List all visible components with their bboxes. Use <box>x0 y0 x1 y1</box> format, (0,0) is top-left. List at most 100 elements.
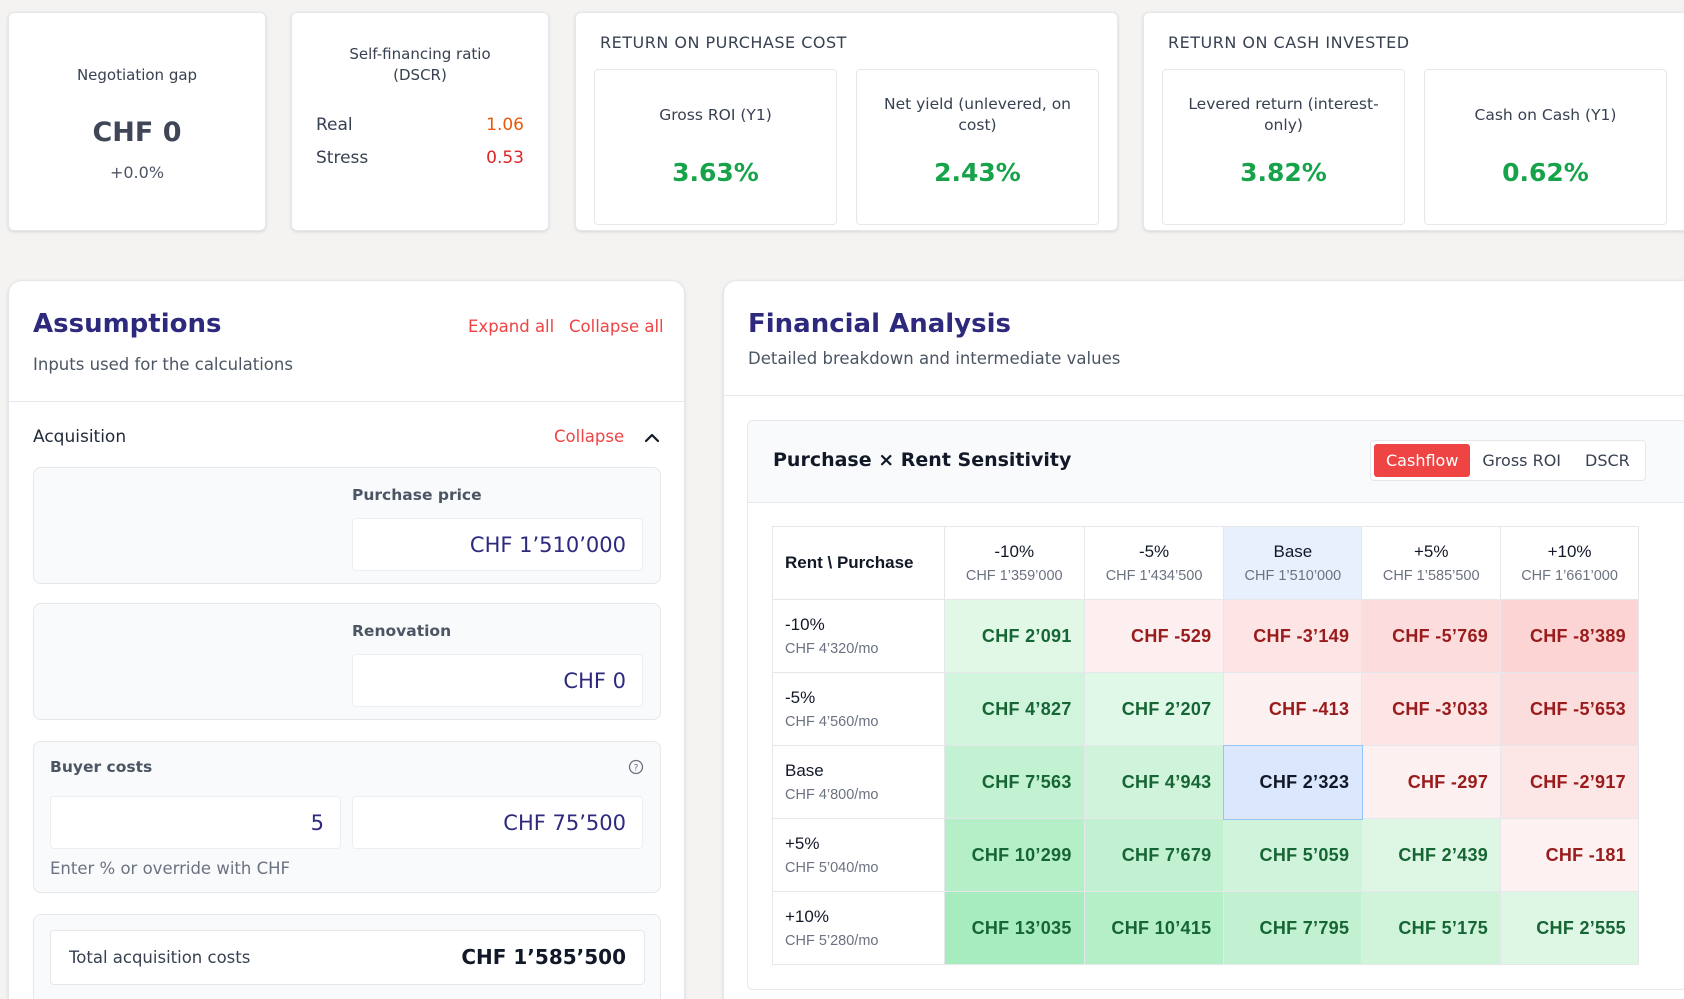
buyer-costs-percent-input[interactable]: 5 <box>50 796 341 849</box>
expand-all-button[interactable]: Expand all <box>468 317 555 336</box>
net-yield-title: Net yield (unlevered, on cost) <box>883 95 1072 134</box>
assumptions-divider <box>9 401 684 402</box>
sensitivity-cell[interactable]: CHF -5’769 <box>1361 599 1502 673</box>
total-acquisition-value: CHF 1’585’500 <box>461 945 626 969</box>
dscr-title-line2: (DSCR) <box>393 66 447 84</box>
sensitivity-cell[interactable]: CHF -5’653 <box>1500 672 1639 746</box>
return-on-cash-invested-heading: RETURN ON CASH INVESTED <box>1168 33 1410 52</box>
return-on-purchase-cost-card: RETURN ON PURCHASE COST Gross ROI (Y1) 3… <box>575 12 1118 231</box>
column-sub: CHF 1’359’000 <box>965 568 1063 584</box>
table-row: +10% CHF 5’280/mo CHF 13’035 CHF 10’415 C… <box>772 891 1639 965</box>
negotiation-gap-change: +0.0% <box>109 163 165 182</box>
sensitivity-cell[interactable]: CHF -2’917 <box>1500 745 1639 819</box>
sensitivity-cell[interactable]: CHF 4’943 <box>1083 745 1225 819</box>
sensitivity-tabs: Cashflow Gross ROI DSCR <box>1370 440 1646 481</box>
table-row: +5% CHF 5’040/mo CHF 10’299 CHF 7’679 CHF… <box>772 818 1639 892</box>
column-label: -5% <box>1138 542 1170 561</box>
help-icon[interactable]: ? <box>628 759 644 775</box>
row-header: +10% CHF 5’280/mo <box>772 891 945 965</box>
sensitivity-cell[interactable]: CHF 13’035 <box>943 891 1085 965</box>
levered-return-value: 3.82% <box>1240 158 1327 187</box>
sensitivity-cell[interactable]: CHF -529 <box>1083 599 1225 673</box>
purchase-price-input[interactable]: CHF 1’510’000 <box>352 518 643 571</box>
sensitivity-cell[interactable]: CHF -8’389 <box>1500 599 1639 673</box>
renovation-label: Renovation <box>352 622 452 640</box>
buyer-costs-label: Buyer costs <box>50 758 153 776</box>
gross-roi-metric: Gross ROI (Y1) 3.63% <box>594 69 837 225</box>
sensitivity-cell[interactable]: CHF 2’555 <box>1500 891 1639 965</box>
assumptions-panel: Assumptions Inputs used for the calculat… <box>8 280 685 999</box>
row-header: -10% CHF 4’320/mo <box>772 599 945 673</box>
return-on-purchase-cost-heading: RETURN ON PURCHASE COST <box>600 33 847 52</box>
column-label: +10% <box>1547 542 1592 561</box>
sensitivity-cell[interactable]: CHF -181 <box>1500 818 1639 892</box>
column-sub: CHF 1’434’500 <box>1105 568 1203 584</box>
sensitivity-cell[interactable]: CHF -3’149 <box>1223 599 1363 673</box>
financial-analysis-panel: Financial Analysis Detailed breakdown an… <box>723 280 1684 999</box>
financial-analysis-subtitle: Detailed breakdown and intermediate valu… <box>748 349 1121 368</box>
row-label: -5% <box>785 688 816 707</box>
row-sub: CHF 4’800/mo <box>785 787 879 803</box>
levered-return-metric: Levered return (interest-only) 3.82% <box>1162 69 1405 225</box>
sensitivity-cell[interactable]: CHF 7’563 <box>943 745 1085 819</box>
sensitivity-cell[interactable]: CHF 5’175 <box>1361 891 1502 965</box>
dscr-stress-value: 0.53 <box>486 148 524 168</box>
sensitivity-cell[interactable]: CHF 4’827 <box>943 672 1085 746</box>
total-acquisition-card: Total acquisition costs CHF 1’585’500 <box>33 914 661 999</box>
buyer-costs-hint: Enter % or override with CHF <box>50 859 290 878</box>
sensitivity-cell[interactable]: CHF -297 <box>1361 745 1502 819</box>
sensitivity-cell[interactable]: CHF -413 <box>1223 672 1363 746</box>
column-header: -10% CHF 1’359’000 <box>943 526 1085 600</box>
sensitivity-cell-base[interactable]: CHF 2’323 <box>1222 744 1363 820</box>
purchase-price-label: Purchase price <box>352 486 482 504</box>
sensitivity-cell[interactable]: CHF 2’439 <box>1361 818 1502 892</box>
sensitivity-cell[interactable]: CHF 2’091 <box>943 599 1085 673</box>
dscr-title: Self-financing ratio (DSCR) <box>292 44 548 86</box>
dscr-real-label: Real <box>316 115 353 135</box>
cash-on-cash-metric: Cash on Cash (Y1) 0.62% <box>1424 69 1667 225</box>
row-label: -10% <box>785 615 825 634</box>
renovation-input[interactable]: CHF 0 <box>352 654 643 707</box>
tab-gross-roi[interactable]: Gross ROI <box>1482 451 1562 470</box>
row-sub: CHF 5’040/mo <box>785 860 879 876</box>
row-sub: CHF 4’320/mo <box>785 641 879 657</box>
sensitivity-cell[interactable]: CHF 2’207 <box>1083 672 1225 746</box>
sensitivity-cell[interactable]: CHF 5’059 <box>1223 818 1363 892</box>
assumptions-subtitle: Inputs used for the calculations <box>33 355 293 374</box>
total-acquisition-label: Total acquisition costs <box>69 948 251 967</box>
financial-analysis-title: Financial Analysis <box>748 309 1011 339</box>
negotiation-gap-card: Negotiation gap CHF 0 +0.0% <box>8 12 266 231</box>
sensitivity-cell[interactable]: CHF 10’415 <box>1083 891 1225 965</box>
corner-label: Rent \ Purchase <box>785 553 914 572</box>
acquisition-section-label: Acquisition <box>33 427 127 447</box>
sensitivity-table: Rent \ Purchase -10% CHF 1’359’000 -5% C… <box>772 526 1639 965</box>
sensitivity-cell[interactable]: CHF 7’795 <box>1223 891 1363 965</box>
column-header: +10% CHF 1’661’000 <box>1500 526 1639 600</box>
row-sub: CHF 4’560/mo <box>785 714 879 730</box>
acquisition-collapse-button[interactable]: Collapse <box>554 427 625 446</box>
tab-cashflow[interactable]: Cashflow <box>1374 444 1471 477</box>
column-label: Base <box>1273 542 1313 561</box>
sensitivity-cell[interactable]: CHF -3’033 <box>1361 672 1502 746</box>
column-sub: CHF 1’661’000 <box>1521 568 1618 584</box>
column-header: +5% CHF 1’585’500 <box>1361 526 1502 600</box>
row-sub: CHF 5’280/mo <box>785 933 879 949</box>
gross-roi-value: 3.63% <box>672 158 759 187</box>
column-sub: CHF 1’585’500 <box>1382 568 1480 584</box>
chevron-up-icon[interactable] <box>643 430 661 444</box>
collapse-all-button[interactable]: Collapse all <box>569 317 664 336</box>
row-header: -5% CHF 4’560/mo <box>772 672 945 746</box>
net-yield-metric: Net yield (unlevered, on cost) 2.43% <box>856 69 1099 225</box>
sensitivity-cell[interactable]: CHF 7’679 <box>1083 818 1225 892</box>
svg-text:?: ? <box>634 764 639 774</box>
column-header-base: Base CHF 1’510’000 <box>1223 526 1363 600</box>
table-row: -5% CHF 4’560/mo CHF 4’827 CHF 2’207 CHF … <box>772 672 1639 746</box>
corner-header: Rent \ Purchase <box>772 526 945 600</box>
tab-dscr[interactable]: DSCR <box>1585 451 1630 470</box>
dscr-stress-row: Stress 0.53 <box>316 148 524 168</box>
return-on-cash-invested-card: RETURN ON CASH INVESTED Levered return (… <box>1143 12 1684 231</box>
sensitivity-cell[interactable]: CHF 10’299 <box>943 818 1085 892</box>
sensitivity-card: Purchase × Rent Sensitivity Cashflow Gro… <box>747 420 1684 990</box>
buyer-costs-amount-input[interactable]: CHF 75’500 <box>352 796 643 849</box>
table-row: Base CHF 4’800/mo CHF 7’563 CHF 4’943 CHF… <box>772 744 1639 820</box>
